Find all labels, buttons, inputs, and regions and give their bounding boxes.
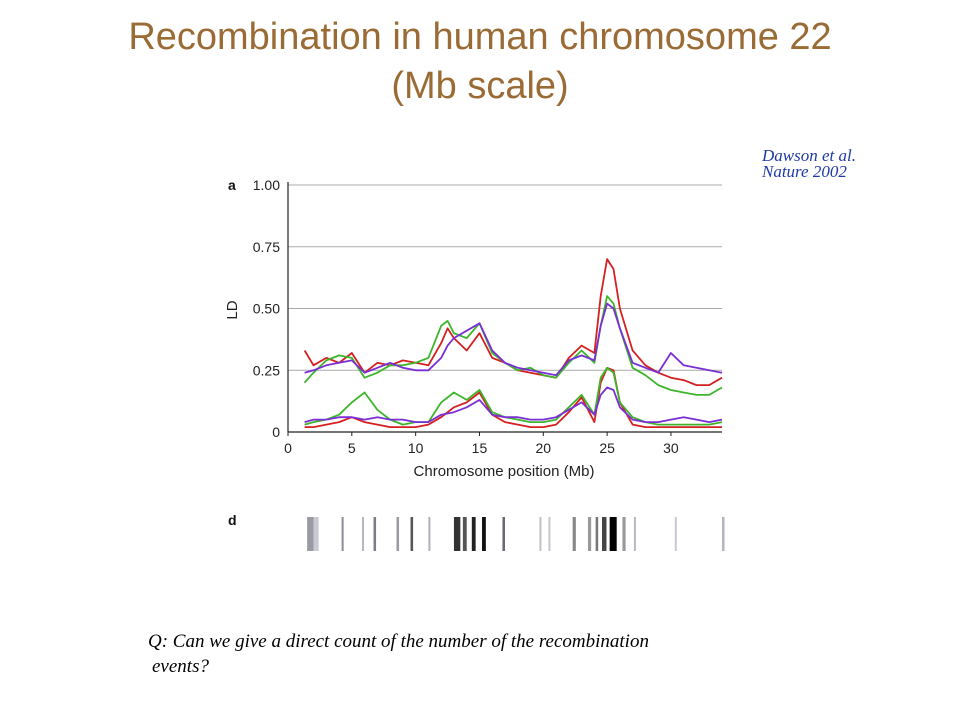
x-tick-label: 30 <box>663 440 679 456</box>
barcode-band <box>428 517 431 551</box>
barcode-band <box>341 517 344 551</box>
ld-series-line <box>304 302 723 377</box>
barcode-band <box>502 517 505 551</box>
y-tick-label: 0.25 <box>253 362 280 378</box>
slide-title-line1: Recombination in human chromosome 22 <box>128 16 832 58</box>
citation-authors: Dawson et al. <box>762 146 856 165</box>
barcode-band <box>633 517 636 551</box>
barcode-band <box>587 517 592 551</box>
barcode-band <box>410 517 414 551</box>
ld-series-line <box>304 386 723 424</box>
barcode-band <box>595 517 599 551</box>
x-tick-label: 5 <box>348 440 356 456</box>
barcode-band <box>482 517 486 551</box>
chart-ticks: 0 0.25 0.50 0.75 1.00 0 5 10 15 20 25 30 <box>253 177 679 456</box>
x-tick-label: 10 <box>408 440 424 456</box>
barcode-band <box>313 517 319 551</box>
chart-series <box>303 258 723 429</box>
y-tick-label: 0 <box>272 424 280 440</box>
barcode-band <box>674 517 677 551</box>
barcode-band <box>609 517 617 551</box>
x-tick-label: 20 <box>536 440 552 456</box>
barcode-band <box>471 517 476 551</box>
barcode-band <box>462 517 467 551</box>
barcode-band <box>548 517 551 551</box>
y-tick-label: 1.00 <box>253 177 280 193</box>
y-axis-label: LD <box>224 300 241 319</box>
question-text-line2: events? <box>152 656 209 677</box>
ld-series-line <box>304 366 722 429</box>
x-tick-label: 25 <box>599 440 615 456</box>
barcode-band <box>722 517 725 551</box>
citation-journal: Nature 2002 <box>762 162 847 181</box>
barcode-band <box>307 517 314 551</box>
y-tick-label: 0.75 <box>253 239 280 255</box>
chart-grid <box>287 182 722 433</box>
x-axis-label: Chromosome position (Mb) <box>414 463 595 480</box>
barcode-band <box>572 517 576 551</box>
barcode-band <box>539 517 542 551</box>
ld-series-line <box>303 295 723 396</box>
x-tick-label: 0 <box>284 440 292 456</box>
panel-label-d: d <box>228 512 237 528</box>
x-tick-label: 15 <box>472 440 488 456</box>
y-tick-label: 0.50 <box>253 301 280 317</box>
barcode-band <box>362 517 365 551</box>
barcode-band <box>453 517 461 551</box>
barcode-band <box>373 517 377 551</box>
barcode-band <box>602 517 607 551</box>
panel-label-a: a <box>228 177 236 193</box>
question-text-line1: Q: Can we give a direct count of the num… <box>148 631 649 652</box>
recombination-barcode <box>307 517 725 551</box>
slide-title-line2: (Mb scale) <box>391 65 569 107</box>
barcode-band <box>396 517 400 551</box>
barcode-band <box>622 517 626 551</box>
